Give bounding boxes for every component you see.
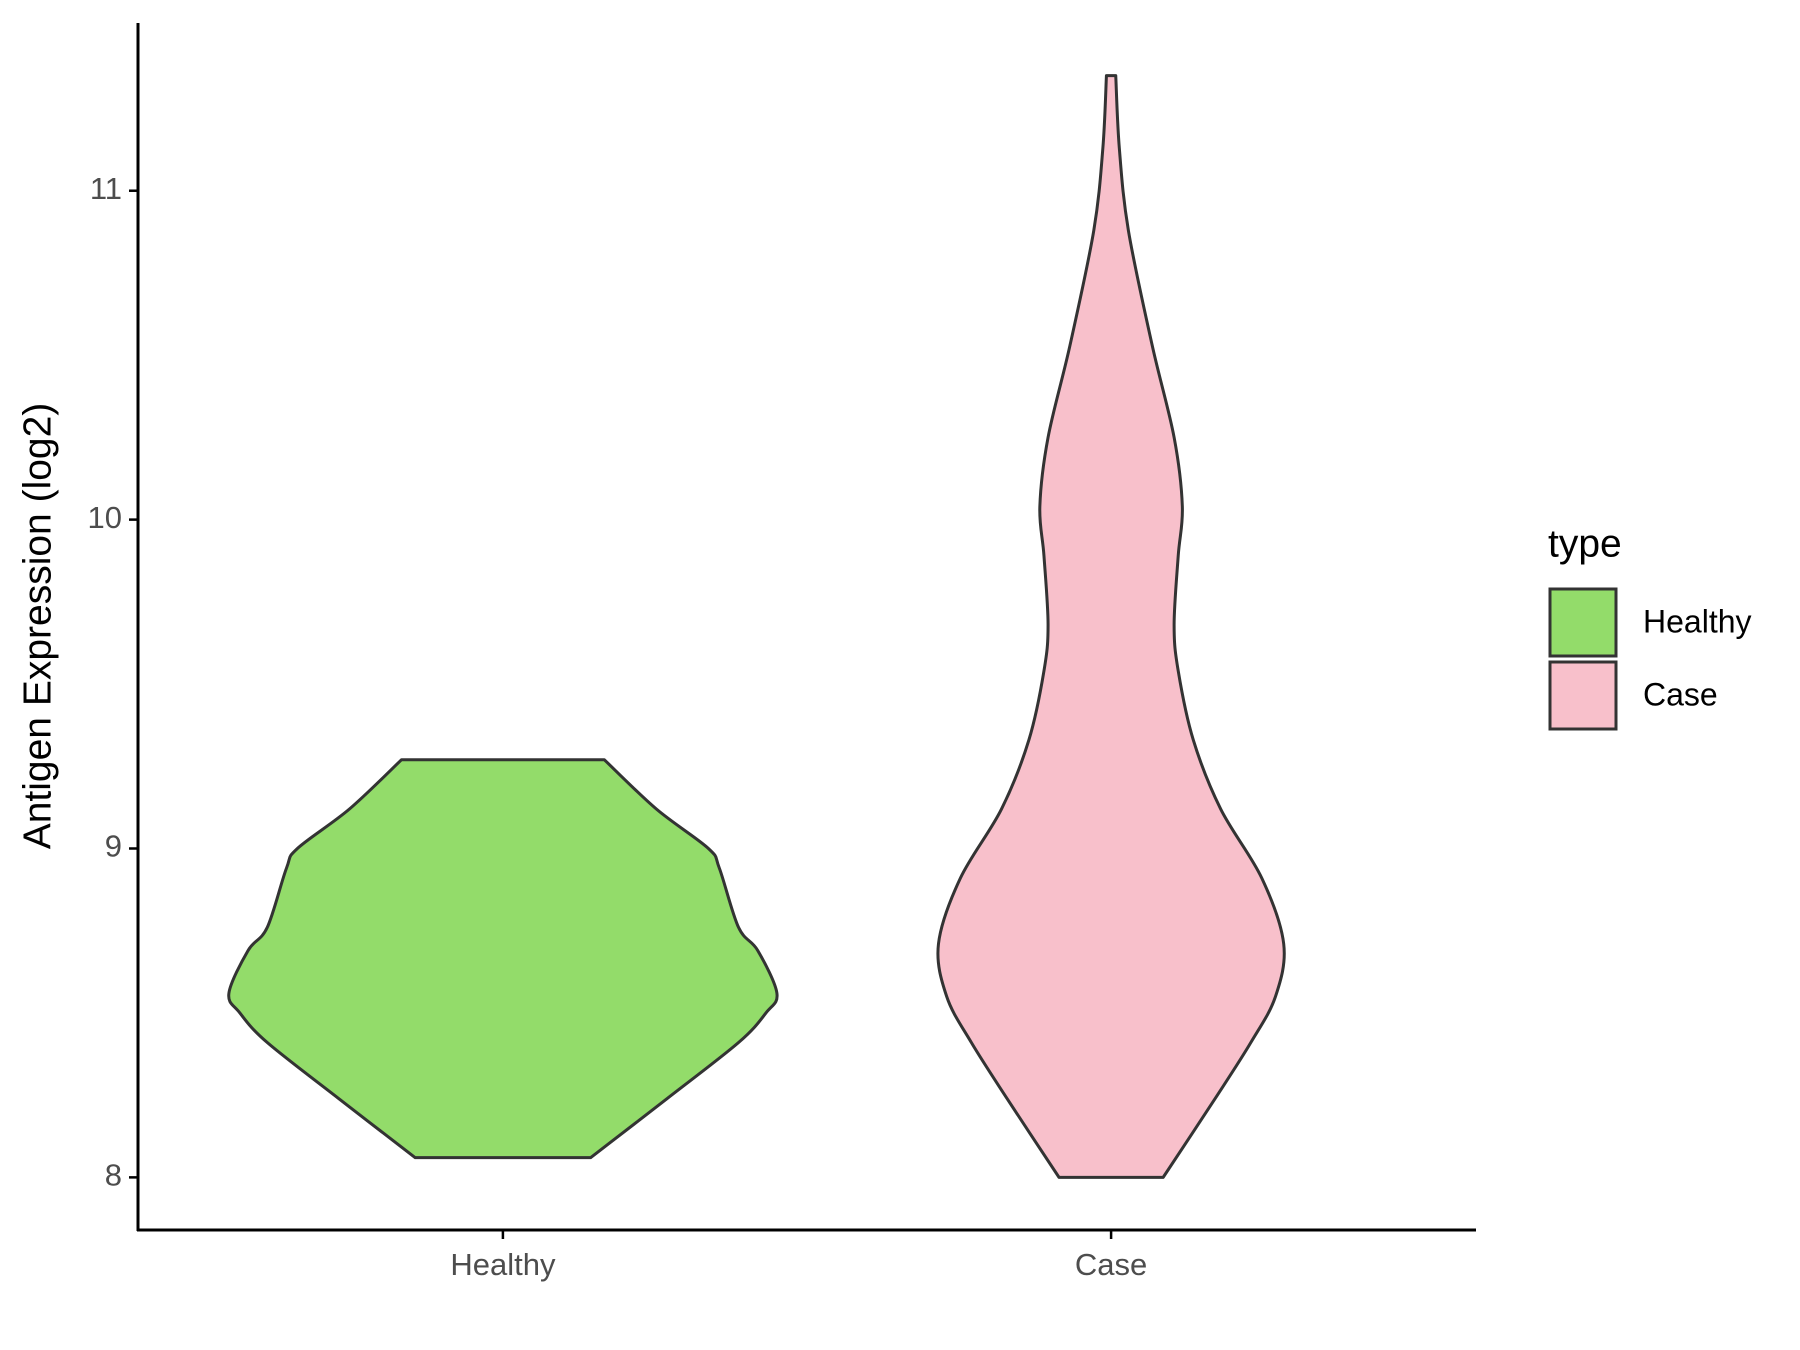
legend-key	[1548, 587, 1618, 658]
y-tick-label: 10	[88, 500, 122, 535]
y-axis-title: Antigen Expression (log2)	[16, 403, 59, 850]
y-tick-label: 8	[105, 1158, 122, 1193]
violin	[936, 74, 1286, 1179]
x-tick-label: Case	[1075, 1247, 1147, 1282]
y-tick-label: 11	[90, 171, 122, 206]
violin	[227, 758, 779, 1160]
legend-label: Healthy	[1643, 603, 1752, 639]
legend-label: Case	[1643, 676, 1718, 712]
y-tick-label: 9	[105, 829, 122, 864]
x-tick-label: Healthy	[450, 1247, 556, 1282]
legend-key	[1548, 660, 1618, 731]
legend-title: type	[1548, 522, 1622, 565]
